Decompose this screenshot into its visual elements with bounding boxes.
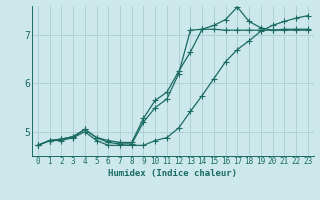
X-axis label: Humidex (Indice chaleur): Humidex (Indice chaleur) <box>108 169 237 178</box>
